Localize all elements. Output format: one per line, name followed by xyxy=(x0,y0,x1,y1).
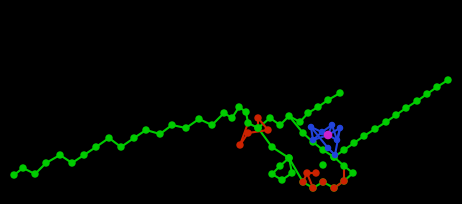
Circle shape xyxy=(403,105,409,111)
Circle shape xyxy=(57,152,63,158)
Circle shape xyxy=(277,122,283,128)
Circle shape xyxy=(350,170,356,176)
Circle shape xyxy=(255,115,261,121)
Circle shape xyxy=(333,152,338,157)
Circle shape xyxy=(310,139,316,145)
Circle shape xyxy=(424,91,430,97)
Circle shape xyxy=(341,178,347,184)
Circle shape xyxy=(286,155,292,161)
Circle shape xyxy=(221,110,227,116)
Circle shape xyxy=(69,160,75,166)
Circle shape xyxy=(118,144,124,150)
Circle shape xyxy=(20,165,26,171)
Circle shape xyxy=(297,119,303,125)
Circle shape xyxy=(93,144,99,150)
Circle shape xyxy=(269,171,275,177)
Circle shape xyxy=(315,104,321,110)
Circle shape xyxy=(337,90,343,96)
Circle shape xyxy=(313,170,319,176)
Circle shape xyxy=(320,147,326,153)
Circle shape xyxy=(341,178,347,184)
Circle shape xyxy=(310,137,316,143)
Circle shape xyxy=(236,104,242,110)
Circle shape xyxy=(286,113,292,119)
Circle shape xyxy=(277,163,283,169)
Circle shape xyxy=(334,137,340,143)
Circle shape xyxy=(304,170,310,176)
Circle shape xyxy=(320,162,326,168)
Circle shape xyxy=(229,115,235,121)
Circle shape xyxy=(310,185,316,191)
Circle shape xyxy=(320,179,326,185)
Circle shape xyxy=(414,98,420,104)
Circle shape xyxy=(300,130,306,136)
Circle shape xyxy=(32,171,38,177)
Circle shape xyxy=(324,131,332,139)
Circle shape xyxy=(300,179,306,185)
Circle shape xyxy=(11,172,17,178)
Circle shape xyxy=(331,154,337,160)
Circle shape xyxy=(243,109,249,115)
Circle shape xyxy=(341,163,347,169)
Circle shape xyxy=(331,154,337,160)
Circle shape xyxy=(309,124,314,130)
Circle shape xyxy=(393,112,399,118)
Circle shape xyxy=(310,185,316,191)
Circle shape xyxy=(209,122,215,128)
Circle shape xyxy=(245,120,251,126)
Circle shape xyxy=(267,115,273,121)
Circle shape xyxy=(286,155,292,161)
Circle shape xyxy=(169,122,175,128)
Circle shape xyxy=(157,131,163,137)
Circle shape xyxy=(255,125,261,131)
Circle shape xyxy=(319,130,324,135)
Circle shape xyxy=(331,185,337,191)
Circle shape xyxy=(434,84,440,90)
Circle shape xyxy=(351,140,357,146)
Circle shape xyxy=(269,144,275,150)
Circle shape xyxy=(329,122,334,128)
Circle shape xyxy=(361,133,367,139)
Circle shape xyxy=(81,152,87,158)
Circle shape xyxy=(320,179,326,185)
Circle shape xyxy=(279,177,285,183)
Circle shape xyxy=(325,145,330,151)
Circle shape xyxy=(131,135,137,141)
Circle shape xyxy=(300,179,306,185)
Circle shape xyxy=(183,125,189,131)
Circle shape xyxy=(325,97,331,103)
Circle shape xyxy=(372,126,378,132)
Circle shape xyxy=(265,127,271,133)
Circle shape xyxy=(445,77,451,83)
Circle shape xyxy=(341,147,347,153)
Circle shape xyxy=(106,135,112,141)
Circle shape xyxy=(143,127,149,133)
Circle shape xyxy=(289,170,295,176)
Circle shape xyxy=(196,116,202,122)
Circle shape xyxy=(337,125,342,131)
Circle shape xyxy=(245,130,251,136)
Circle shape xyxy=(331,185,337,191)
Circle shape xyxy=(255,125,261,131)
Circle shape xyxy=(43,160,49,166)
Circle shape xyxy=(305,110,311,116)
Circle shape xyxy=(383,119,389,125)
Circle shape xyxy=(237,142,243,148)
